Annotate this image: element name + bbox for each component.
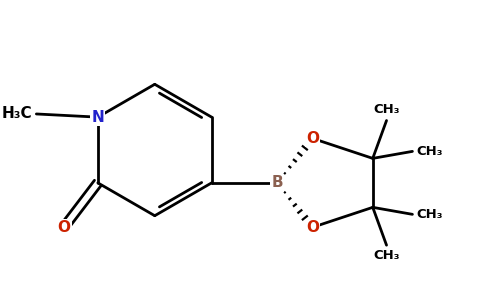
Text: CH₃: CH₃ [373, 249, 400, 262]
Text: O: O [58, 220, 71, 235]
Text: CH₃: CH₃ [373, 103, 400, 116]
Text: B: B [272, 176, 283, 190]
Text: CH₃: CH₃ [417, 145, 443, 158]
Text: H₃C: H₃C [1, 106, 32, 122]
Text: O: O [306, 131, 319, 146]
Text: N: N [91, 110, 104, 124]
Text: CH₃: CH₃ [417, 208, 443, 221]
Text: O: O [306, 220, 319, 235]
